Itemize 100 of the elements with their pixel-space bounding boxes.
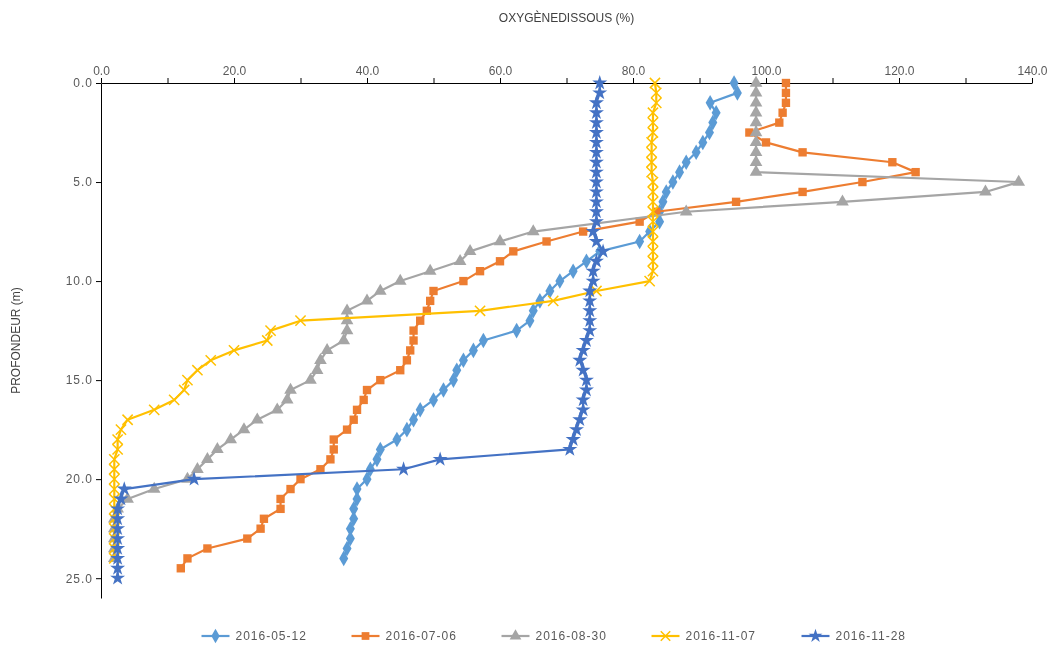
point — [108, 463, 121, 476]
point — [493, 234, 507, 246]
point — [643, 275, 656, 287]
point — [588, 184, 604, 199]
point — [416, 316, 425, 325]
point — [575, 392, 591, 407]
point — [340, 303, 354, 315]
point — [647, 205, 659, 218]
x-axis-title: OXYGÈNEDISSOUS (%) — [498, 10, 635, 25]
point — [647, 186, 659, 198]
point — [582, 283, 598, 298]
point — [565, 431, 581, 446]
point — [749, 125, 763, 137]
point — [588, 94, 604, 110]
point — [191, 364, 204, 377]
point — [761, 138, 771, 147]
point — [647, 195, 659, 208]
point — [588, 164, 604, 179]
y-tick-label: 15.0 — [65, 373, 93, 388]
point — [108, 483, 121, 495]
point — [588, 174, 604, 189]
y-axis-title: PROFONDEUR (m) — [9, 287, 23, 394]
point — [595, 243, 611, 258]
point — [749, 85, 763, 97]
point — [979, 184, 992, 196]
point — [542, 237, 551, 246]
point — [731, 197, 741, 207]
point — [256, 524, 265, 533]
point — [645, 136, 658, 149]
point — [362, 385, 372, 395]
point — [588, 233, 604, 248]
point — [276, 504, 285, 514]
point — [647, 116, 659, 129]
x-tick-label: 40.0 — [355, 64, 380, 78]
point — [836, 194, 849, 206]
point — [572, 411, 588, 427]
point — [329, 435, 338, 444]
point — [798, 187, 807, 197]
point — [568, 421, 584, 437]
point — [749, 164, 763, 176]
point — [749, 135, 763, 147]
legend-label: 2016-07-06 — [385, 629, 457, 643]
point — [111, 443, 124, 456]
point — [749, 95, 763, 107]
point — [237, 422, 251, 434]
point — [590, 285, 603, 297]
point — [108, 453, 121, 466]
x-tick-label: 60.0 — [488, 64, 513, 78]
point — [294, 314, 307, 327]
point — [582, 322, 598, 337]
point — [406, 346, 415, 355]
point — [296, 474, 305, 484]
point — [176, 564, 185, 573]
point — [284, 382, 297, 394]
point — [148, 403, 161, 416]
point — [547, 295, 560, 307]
point — [228, 344, 240, 357]
point — [191, 461, 204, 473]
point — [264, 324, 277, 337]
point — [463, 244, 477, 256]
x-tick-label: 80.0 — [621, 64, 646, 78]
point — [647, 265, 659, 278]
point — [645, 166, 658, 178]
point — [211, 442, 224, 454]
point — [186, 471, 202, 486]
point — [647, 255, 659, 268]
point — [201, 452, 214, 464]
point — [396, 366, 405, 375]
point — [572, 352, 588, 367]
legend-label: 2016-05-12 — [235, 629, 307, 643]
point — [121, 413, 134, 426]
point — [393, 273, 407, 285]
x-tick-label: 0.0 — [93, 64, 111, 78]
point — [396, 461, 412, 476]
point — [250, 412, 264, 424]
point — [647, 176, 659, 188]
point — [342, 425, 352, 434]
point — [778, 108, 787, 117]
point — [749, 105, 763, 117]
point — [360, 293, 374, 305]
point — [888, 158, 897, 167]
point — [409, 326, 418, 335]
point — [243, 534, 252, 543]
point — [649, 77, 661, 89]
point — [578, 227, 588, 236]
point — [340, 323, 354, 335]
point — [178, 384, 190, 396]
point — [588, 154, 604, 169]
point — [376, 375, 385, 385]
y-tick-label: 25.0 — [65, 571, 93, 586]
point — [526, 224, 540, 236]
point — [647, 235, 659, 248]
point — [650, 87, 663, 99]
point — [645, 156, 658, 169]
point — [781, 98, 791, 107]
point — [588, 253, 604, 268]
point — [110, 550, 126, 565]
point — [183, 554, 192, 563]
point — [582, 312, 598, 328]
point — [679, 204, 693, 216]
